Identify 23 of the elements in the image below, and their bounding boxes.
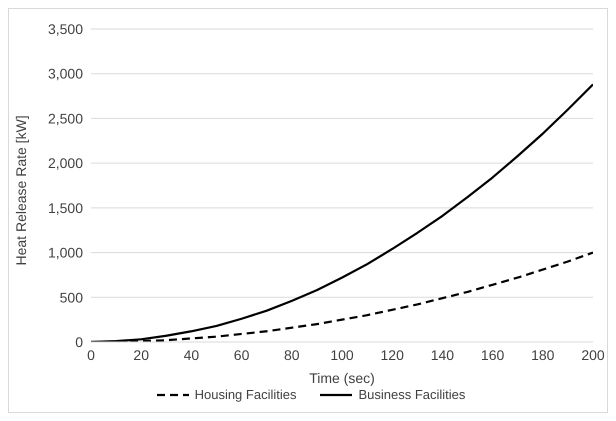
x-tick-label: 120 bbox=[380, 346, 404, 363]
x-tick-label: 0 bbox=[87, 346, 96, 363]
x-tick-label: 80 bbox=[284, 346, 300, 363]
y-tick-label: 2,000 bbox=[48, 155, 84, 172]
y-tick-label: 3,500 bbox=[48, 20, 84, 37]
x-axis-title: Time (sec) bbox=[309, 370, 375, 386]
y-tick-label: 3,000 bbox=[48, 66, 84, 82]
x-tick-label: 20 bbox=[133, 346, 150, 363]
y-tick-label: 2,500 bbox=[48, 110, 84, 126]
y-axis-title: Heat Release Rate [kW] bbox=[12, 115, 29, 266]
x-tick-label: 160 bbox=[480, 346, 504, 363]
x-tick-label: 40 bbox=[184, 346, 200, 363]
legend-label: Housing Facilities bbox=[194, 387, 296, 402]
y-tick-label: 1,500 bbox=[48, 200, 84, 216]
y-tick-label: 500 bbox=[60, 289, 84, 306]
x-tick-label: 60 bbox=[234, 346, 250, 363]
y-tick-label: 1,000 bbox=[48, 244, 84, 261]
y-tick-label: 0 bbox=[75, 334, 84, 350]
x-tick-label: 180 bbox=[531, 346, 555, 363]
legend-label: Business Facilities bbox=[357, 387, 466, 402]
x-tick-label: 200 bbox=[581, 346, 605, 363]
x-tick-label: 140 bbox=[430, 346, 454, 363]
x-tick-label: 100 bbox=[330, 346, 354, 363]
